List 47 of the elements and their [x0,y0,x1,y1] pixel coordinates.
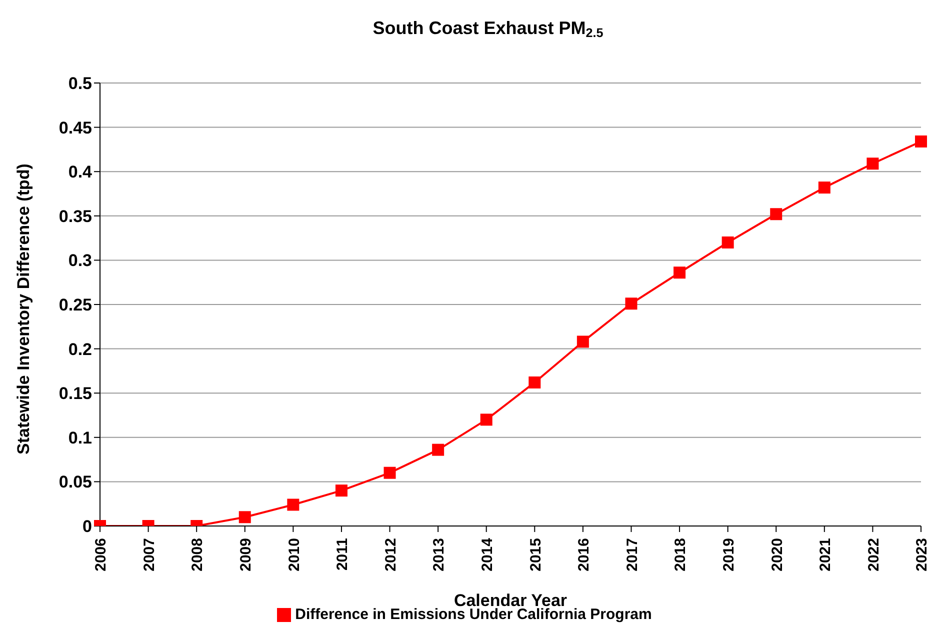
point [528,376,541,388]
x-tick-label: 2020 [768,538,786,572]
point [287,498,300,511]
x-tick-label: 2016 [576,538,593,572]
point [480,414,492,426]
x-tick-label: 2006 [92,538,110,572]
y-axis-title: Statewide Inventory Difference (tpd) [14,164,34,454]
point [915,135,927,148]
x-tick-label: 2007 [140,538,158,572]
y-tick-label: 0.25 [58,296,92,315]
x-tick-label: 2009 [238,538,255,572]
point [722,236,734,248]
y-tick-label: 0.3 [68,251,92,270]
y-tick-label: 0.2 [68,340,92,359]
point [384,466,396,479]
y-tick-label: 0.1 [68,428,92,448]
x-tick-label: 2018 [672,538,690,572]
point [818,182,830,194]
x-tick-label: 2008 [189,538,206,572]
x-tick-label: 2021 [817,538,834,572]
legend-label: Difference in Emissions Under California Program [295,606,652,623]
point [866,158,879,170]
point [674,266,686,279]
point [576,336,589,348]
point [432,444,444,456]
point [238,511,251,524]
x-tick-label: 2023 [914,538,931,572]
y-tick-label: 0 [82,517,92,536]
point [625,298,638,310]
x-tick-label: 2019 [720,538,738,572]
y-tick-label: 0.05 [58,472,92,492]
chart-title: South Coast Exhaust PM$_{2.5}$ [372,18,604,40]
point [335,484,348,497]
x-tick-label: 2015 [527,538,544,572]
y-tick-label: 0.4 [68,162,93,182]
x-tick-label: 2014 [479,537,496,572]
x-tick-label: 2012 [382,538,400,572]
point [770,208,782,220]
x-tick-label: 2010 [286,538,303,572]
y-tick-label: 0.35 [58,206,92,226]
y-tick-label: 0.15 [58,384,92,404]
y-tick-label: 0.5 [68,74,92,94]
x-tick-label: 2022 [865,538,882,572]
x-tick-label: 2017 [624,538,641,572]
x-tick-label: 2011 [334,538,352,571]
x-tick-label: 2013 [430,538,448,572]
y-tick-label: 0.45 [58,118,92,138]
